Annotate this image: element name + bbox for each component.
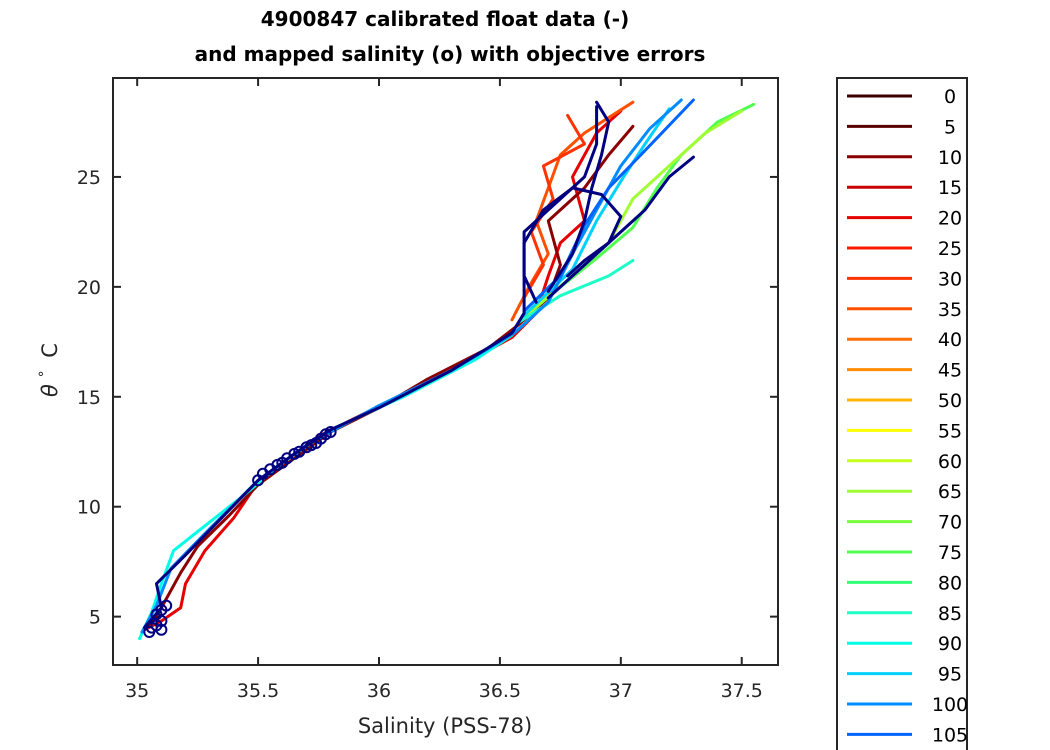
legend-entry: 90	[847, 633, 962, 655]
legend-label: 70	[938, 512, 962, 534]
x-tick-label: 36.5	[479, 680, 521, 702]
legend-label: 65	[938, 481, 962, 503]
legend-label: 40	[938, 329, 962, 351]
legend-label: 15	[938, 177, 962, 199]
series-layer	[138, 98, 756, 641]
legend-entry: 5	[847, 116, 956, 138]
legend-label: 90	[938, 633, 962, 655]
legend-entry: 75	[847, 542, 962, 564]
x-axis-label: Salinity (PSS-78)	[358, 714, 532, 738]
x-tick-label: 37	[609, 680, 633, 702]
legend-entry: 60	[847, 451, 962, 473]
x-tick-labels: 35 35.5 36 36.5 37 37.5	[125, 680, 763, 702]
legend-label: 50	[938, 390, 962, 412]
series-line-profile-navy-3	[546, 155, 695, 300]
legend-label: 25	[938, 238, 962, 260]
y-tick-label: 25	[77, 167, 101, 189]
legend-entry: 85	[847, 603, 962, 625]
legend-label: 35	[938, 299, 962, 321]
y-tick-label: 5	[89, 607, 101, 629]
series-line-profile-navy-loop	[522, 186, 623, 304]
y-tick-labels: 5 10 15 20 25	[77, 167, 101, 629]
legend-label: 60	[938, 451, 962, 473]
x-tick-label: 37.5	[721, 680, 763, 702]
mapped-marker	[324, 426, 337, 438]
plot-area	[112, 77, 779, 666]
legend-label: 95	[938, 664, 962, 686]
mapped-marker	[160, 599, 173, 612]
legend-label: 55	[938, 420, 962, 442]
y-tick-label: 15	[77, 387, 101, 409]
legend-label: 30	[938, 268, 962, 290]
legend-label: 5	[944, 116, 956, 138]
plot-frame	[112, 77, 779, 666]
legend-entry: 80	[847, 572, 962, 594]
legend-entry: 30	[847, 268, 962, 290]
legend-label: 75	[938, 542, 962, 564]
chart-title: 4900847 calibrated float data (-)	[261, 7, 630, 31]
legend-label: 100	[932, 694, 968, 716]
x-tick-label: 36	[367, 680, 391, 702]
legend-entry: 70	[847, 512, 962, 534]
legend-entry: 20	[847, 208, 962, 230]
legend-label: 80	[938, 572, 962, 594]
y-axis-label-unit: C	[38, 343, 62, 358]
x-tick-label: 35.5	[237, 680, 279, 702]
legend-label: 20	[938, 208, 962, 230]
legend: 0 5 10 15 20 25 30 35 40 45 50 55 60 65 70 75 80 85 90 95 10…	[836, 77, 968, 750]
tick-marks	[113, 78, 778, 665]
mapped-markers-layer	[143, 426, 337, 638]
x-tick-label: 35	[125, 680, 149, 702]
chart-subtitle: and mapped salinity (o) with objective e…	[195, 42, 706, 66]
legend-entry: 10	[847, 147, 962, 169]
legend-label: 10	[938, 147, 962, 169]
mapped-marker	[155, 623, 168, 636]
y-axis-label-symbol: θ	[38, 384, 62, 397]
y-axis-label-degree: °	[37, 370, 53, 377]
legend-box	[836, 77, 968, 750]
legend-entry: 40	[847, 329, 962, 351]
y-axis-label: θ ° C	[30, 343, 62, 397]
legend-entry: 35	[847, 299, 962, 321]
legend-label: 85	[938, 603, 962, 625]
y-tick-label: 20	[77, 277, 101, 299]
legend-entry: 15	[847, 177, 962, 199]
legend-entry: 45	[847, 360, 962, 382]
series-line-profile-orange-2	[522, 113, 586, 300]
y-tick-label: 10	[77, 497, 101, 519]
legend-entry: 100	[847, 694, 968, 716]
legend-label: 45	[938, 360, 962, 382]
legend-entry: 95	[847, 664, 962, 686]
legend-entry: 50	[847, 390, 962, 412]
legend-entry: 0	[847, 86, 956, 108]
legend-entry: 25	[847, 238, 962, 260]
series-line-profile-navy-2	[546, 100, 611, 293]
svg-text:θ ° C: θ ° C	[30, 343, 62, 397]
legend-label: 0	[944, 86, 956, 108]
mapped-marker	[143, 626, 156, 638]
legend-entry: 65	[847, 481, 962, 503]
legend-label: 105	[932, 724, 968, 746]
legend-entry: 55	[847, 420, 962, 442]
legend-entry: 105	[847, 724, 968, 746]
